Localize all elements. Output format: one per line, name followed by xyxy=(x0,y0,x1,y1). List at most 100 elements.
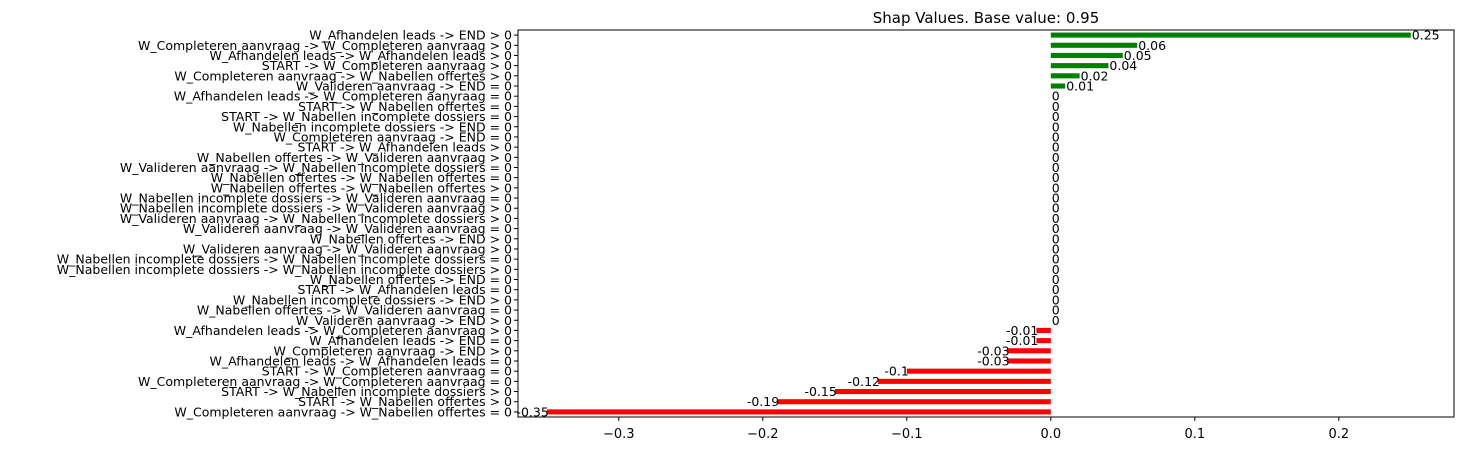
bar-value-label: 0 xyxy=(1052,191,1060,206)
bar xyxy=(777,399,1051,405)
y-tick-label: START -> W_Completeren aanvraag = 0 xyxy=(262,364,512,379)
y-tick-label: W_Completeren aanvraag -> W_Completeren … xyxy=(138,38,512,53)
bar-value-label: 0 xyxy=(1052,201,1060,216)
y-tick-label: W_Nabellen offertes -> W_Valideren aanvr… xyxy=(197,303,512,318)
bar-value-label: 0 xyxy=(1052,282,1060,297)
x-tick-label: 0.1 xyxy=(1184,427,1205,442)
bar-value-label: 0.04 xyxy=(1109,58,1137,73)
bar-value-label: 0 xyxy=(1052,89,1060,104)
y-tick-label: START -> W_Afhandelen leads > 0 xyxy=(298,140,512,155)
bar-value-label: 0.01 xyxy=(1066,79,1094,94)
bar xyxy=(546,409,1051,415)
plot-frame xyxy=(517,29,1455,418)
bar-value-label: -0.12 xyxy=(848,374,880,389)
bar-value-label: -0.03 xyxy=(977,343,1009,358)
bar xyxy=(1050,83,1066,89)
bar-value-label: 0 xyxy=(1052,262,1060,277)
bar-value-label: -0.01 xyxy=(1006,333,1038,348)
x-tick-label: 0.0 xyxy=(1040,427,1061,442)
bar xyxy=(1050,42,1138,48)
bar-value-label: -0.03 xyxy=(977,353,1009,368)
bar xyxy=(878,378,1051,384)
bar-value-label: 0 xyxy=(1052,160,1060,175)
y-axis-labels-group: W_Afhandelen leads -> END > 0W_Completer… xyxy=(57,28,518,419)
bar xyxy=(1007,358,1051,364)
bar xyxy=(1050,73,1080,79)
y-tick-label: START -> W_Nabellen offertes = 0 xyxy=(298,99,512,114)
y-tick-label: W_Nabellen incomplete dossiers -> W_Vali… xyxy=(120,191,512,206)
bar-value-label: 0.05 xyxy=(1124,48,1152,63)
bar-value-label: -0.35 xyxy=(516,404,548,419)
bar-value-label: 0 xyxy=(1052,150,1060,165)
bar xyxy=(1036,327,1051,333)
x-axis-group: −0.3 −0.2 −0.1 0.0 0.1 0.2 xyxy=(603,417,1349,442)
y-tick-label: W_Nabellen incomplete dossiers -> W_Vali… xyxy=(120,201,512,216)
x-tick-label: 0.2 xyxy=(1328,427,1349,442)
bar-value-label: 0 xyxy=(1052,292,1060,307)
y-tick-label: W_Valideren aanvraag -> W_Nabellen incom… xyxy=(120,211,512,226)
bar-value-label: -0.15 xyxy=(804,384,836,399)
y-tick-label: W_Completeren aanvraag -> W_Nabellen off… xyxy=(174,404,512,419)
y-tick-label: W_Afhandelen leads -> END > 0 xyxy=(309,28,512,43)
y-tick-label: W_Nabellen incomplete dossiers -> W_Nabe… xyxy=(57,262,512,277)
y-tick-label: W_Nabellen incomplete dossiers -> END > … xyxy=(233,292,512,307)
bar-value-label: 0 xyxy=(1052,221,1060,236)
y-tick-label: W_Nabellen incomplete dossiers -> W_Nabe… xyxy=(57,252,512,267)
y-tick-label: START -> W_Nabellen incomplete dossiers … xyxy=(221,384,512,399)
bar-value-label: 0 xyxy=(1052,241,1060,256)
bar-value-label: 0.06 xyxy=(1138,38,1166,53)
bar xyxy=(1050,63,1109,69)
y-tick-label: W_Afhandelen leads -> W_Afhandelen leads… xyxy=(210,353,513,368)
bar xyxy=(834,388,1051,395)
bars-group xyxy=(546,32,1411,415)
bar-value-label: 0 xyxy=(1052,170,1060,185)
y-tick-label: W_Valideren aanvraag -> END = 0 xyxy=(296,79,512,94)
bar-value-label: 0 xyxy=(1052,140,1060,155)
value-labels-group: 0.250.060.050.040.020.010000000000000000… xyxy=(516,28,1439,420)
x-tick-label: −0.2 xyxy=(747,427,779,442)
bar-value-label: 0 xyxy=(1052,231,1060,246)
y-tick-label: W_Valideren aanvraag -> W_Valideren aanv… xyxy=(183,221,512,236)
y-tick-label: W_Nabellen offertes -> W_Nabellen offert… xyxy=(211,170,512,185)
y-tick-label: W_Completeren aanvraag -> END > 0 xyxy=(273,343,512,358)
y-tick-label: START -> W_Completeren aanvraag > 0 xyxy=(262,58,512,73)
bar-value-label: 0 xyxy=(1052,252,1060,267)
y-tick-label: W_Valideren aanvraag -> END > 0 xyxy=(296,313,512,328)
bar xyxy=(1050,32,1411,38)
bar-value-label: 0.02 xyxy=(1081,68,1109,83)
bar-value-label: 0 xyxy=(1052,180,1060,195)
y-tick-label: W_Valideren aanvraag -> W_Valideren aanv… xyxy=(183,241,512,256)
y-tick-label: W_Afhandelen leads -> W_Completeren aanv… xyxy=(174,323,512,338)
bar-value-label: 0 xyxy=(1052,129,1060,144)
chart-title: Shap Values. Base value: 0.95 xyxy=(873,9,1100,27)
x-tick-label: −0.1 xyxy=(891,427,923,442)
y-tick-label: W_Afhandelen leads -> W_Afhandelen leads… xyxy=(210,48,513,63)
bar-value-label: 0 xyxy=(1052,119,1060,134)
bar-value-label: -0.01 xyxy=(1006,323,1038,338)
y-tick-label: W_Valideren aanvraag -> W_Nabellen incom… xyxy=(120,160,512,175)
y-tick-label: W_Nabellen offertes -> END = 0 xyxy=(310,272,512,287)
y-tick-label: W_Nabellen incomplete dossiers -> END = … xyxy=(233,119,512,134)
y-tick-label: W_Nabellen offertes -> W_Valideren aanvr… xyxy=(197,150,512,165)
bar-value-label: -0.1 xyxy=(884,364,908,379)
bar-value-label: 0 xyxy=(1052,109,1060,124)
y-tick-label: W_Nabellen offertes -> END > 0 xyxy=(310,231,512,246)
bar xyxy=(1050,52,1123,59)
bar-value-label: 0 xyxy=(1052,272,1060,287)
bar-value-label: -0.19 xyxy=(747,394,779,409)
y-tick-label: W_Afhandelen leads -> W_Completeren aanv… xyxy=(174,89,512,104)
y-tick-label: START -> W_Nabellen incomplete dossiers … xyxy=(221,109,512,124)
y-tick-label: W_Completeren aanvraag -> W_Nabellen off… xyxy=(174,68,512,83)
y-tick-label: W_Nabellen offertes -> W_Nabellen offert… xyxy=(211,180,512,195)
bar-value-label: 0 xyxy=(1052,211,1060,226)
bar-value-label: 0 xyxy=(1052,313,1060,328)
y-tick-label: START -> W_Nabellen offertes > 0 xyxy=(298,394,512,409)
bar xyxy=(1007,348,1051,354)
y-tick-label: W_Completeren aanvraag -> END = 0 xyxy=(273,129,512,144)
y-tick-label: W_Completeren aanvraag -> W_Completeren … xyxy=(138,374,512,389)
y-tick-label: START -> W_Afhandelen leads = 0 xyxy=(298,282,512,297)
bar xyxy=(906,368,1051,374)
x-tick-label: −0.3 xyxy=(603,427,635,442)
bar xyxy=(1036,338,1051,344)
